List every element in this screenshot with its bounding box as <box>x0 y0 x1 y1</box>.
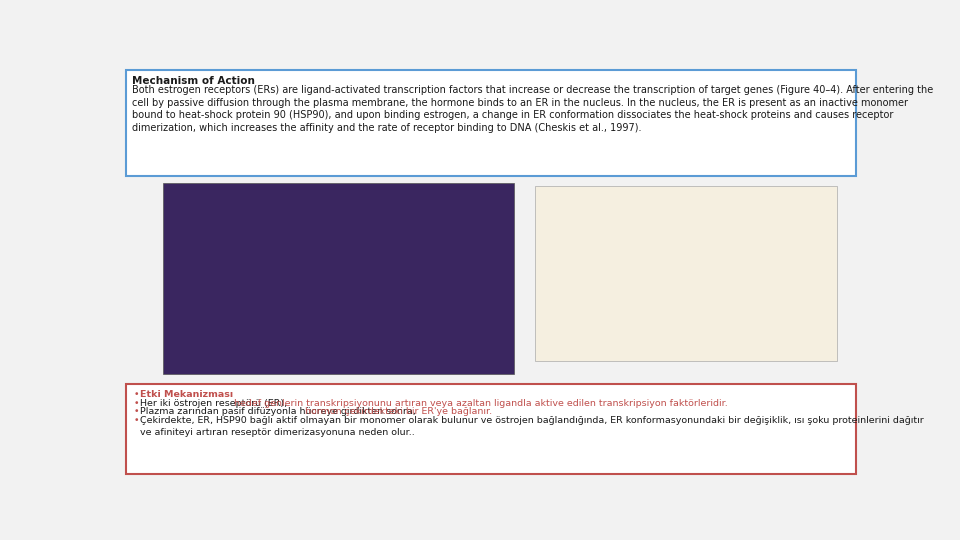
Text: •: • <box>134 408 139 416</box>
Text: Çekirdekte, ER, HSP90 bağlı aktif olmayan bir monomer olarak bulunur ve östrojen: Çekirdekte, ER, HSP90 bağlı aktif olmaya… <box>140 416 924 437</box>
Text: Both estrogen receptors (ERs) are ligand-activated transcription factors that in: Both estrogen receptors (ERs) are ligand… <box>132 85 934 133</box>
Text: Mechanism of Action: Mechanism of Action <box>132 76 255 86</box>
FancyBboxPatch shape <box>162 184 515 374</box>
Text: •: • <box>134 399 139 408</box>
FancyBboxPatch shape <box>535 186 837 361</box>
FancyBboxPatch shape <box>126 70 856 177</box>
FancyBboxPatch shape <box>126 383 856 475</box>
Text: •: • <box>134 390 139 399</box>
Text: •: • <box>134 416 139 426</box>
Text: hormon çekirdekteki bir ER'ye bağlanır.: hormon çekirdekteki bir ER'ye bağlanır. <box>305 408 492 416</box>
Text: Her iki östrojen reseptörü (ER),: Her iki östrojen reseptörü (ER), <box>140 399 290 408</box>
Text: Etki Mekanizması: Etki Mekanizması <box>140 390 233 399</box>
Text: Plazma zarından pasif difüzyonla hücreye girdikten sonra,: Plazma zarından pasif difüzyonla hücreye… <box>140 408 419 416</box>
Text: hedef genlerin transkripsiyonunu artıran veya azaltan ligandla aktive edilen tra: hedef genlerin transkripsiyonunu artıran… <box>234 399 728 408</box>
